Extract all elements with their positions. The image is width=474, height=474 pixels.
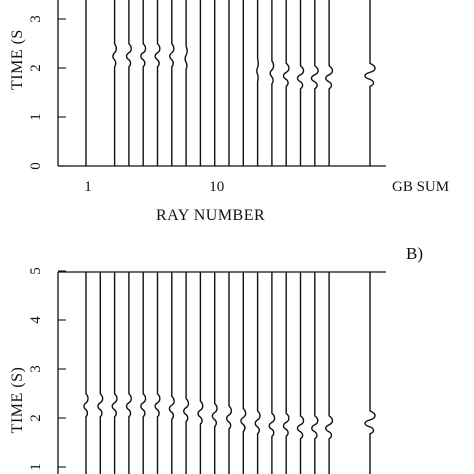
panel-b-trace-ray-15	[282, 272, 290, 474]
panel-a-y-tick-label: 1	[28, 113, 44, 121]
gb-sum-label: GB SUM	[392, 179, 449, 195]
panel-a-trace-ray-18	[325, 0, 334, 166]
panel-b-trace-gb-sum	[364, 272, 376, 474]
panel-b-y-ticks: 1 2 3 4 5	[28, 267, 66, 471]
panel-b-trace-ray-14	[268, 272, 276, 474]
panel-a-y-tick-label: 0	[28, 162, 44, 170]
panel-b-trace-ray-11	[225, 272, 233, 474]
panel-a-traces	[85, 0, 376, 166]
panel-b-trace-ray-10	[211, 272, 218, 474]
panel-b-y-tick-label: 5	[28, 267, 44, 275]
panel-b-trace-ray-16	[296, 272, 305, 474]
panel-b-trace-ray-7	[168, 272, 175, 474]
panel-a-y-ticks: 0 1 2 3	[28, 15, 66, 170]
panel-a-y-axis-title: TIME (S	[9, 29, 26, 90]
panel-a-x-tick-label: 10	[209, 179, 224, 195]
panel-b-y-axis-title: TIME (S)	[9, 367, 26, 434]
panel-a-trace-ray-13	[256, 0, 259, 166]
panel-b-trace-ray-2	[97, 272, 104, 474]
panel-b-traces	[83, 272, 376, 474]
panel-b-trace-ray-4	[125, 272, 132, 474]
panel-a-trace-ray-5	[140, 0, 147, 166]
panel-a-trace-ray-4	[125, 0, 132, 166]
panel-b-trace-ray-6	[154, 272, 161, 474]
panel-a-x-axis-title: RAY NUMBER	[156, 207, 265, 224]
panel-a-trace-ray-3	[112, 0, 117, 166]
panel-a-trace-ray-14	[269, 0, 275, 166]
panel-b-trace-ray-17	[311, 272, 319, 474]
panel-b-y-tick-label: 3	[28, 365, 44, 373]
panel-a-x-tick-label: 1	[84, 179, 92, 195]
panel-b: B) 1 2 3 4 5 TIME (S)	[9, 244, 423, 474]
panel-a-trace-gb-sum	[364, 0, 376, 166]
panel-b-y-tick-label: 4	[28, 316, 44, 324]
panel-a-trace-ray-7	[169, 0, 175, 166]
panel-b-trace-ray-13	[254, 272, 261, 474]
panel-a-trace-ray-8	[184, 0, 188, 166]
panel-b-y-tick-label: 2	[28, 414, 44, 422]
panel-a: 0 1 2 3 TIME (S 1 10 GB SUM RAY NUMBER	[9, 0, 449, 224]
panel-a-trace-ray-6	[154, 0, 161, 166]
panel-b-trace-ray-3	[111, 272, 118, 474]
panel-a-trace-ray-17	[310, 0, 319, 166]
panel-b-label: B)	[406, 244, 423, 263]
panel-a-y-tick-label: 2	[28, 64, 44, 72]
panel-b-trace-ray-1	[83, 272, 89, 474]
panel-a-x-tick-labels: 1 10	[84, 179, 224, 195]
panel-a-trace-ray-15	[282, 0, 290, 166]
panel-b-trace-ray-9	[197, 272, 204, 474]
panel-b-trace-ray-5	[140, 272, 147, 474]
panel-b-trace-ray-8	[183, 272, 190, 474]
panel-b-y-tick-label: 1	[28, 463, 44, 471]
panel-a-y-tick-label: 3	[28, 15, 44, 23]
panel-a-trace-ray-16	[296, 0, 305, 166]
panel-b-trace-ray-18	[325, 272, 334, 474]
panel-b-trace-ray-12	[240, 272, 247, 474]
